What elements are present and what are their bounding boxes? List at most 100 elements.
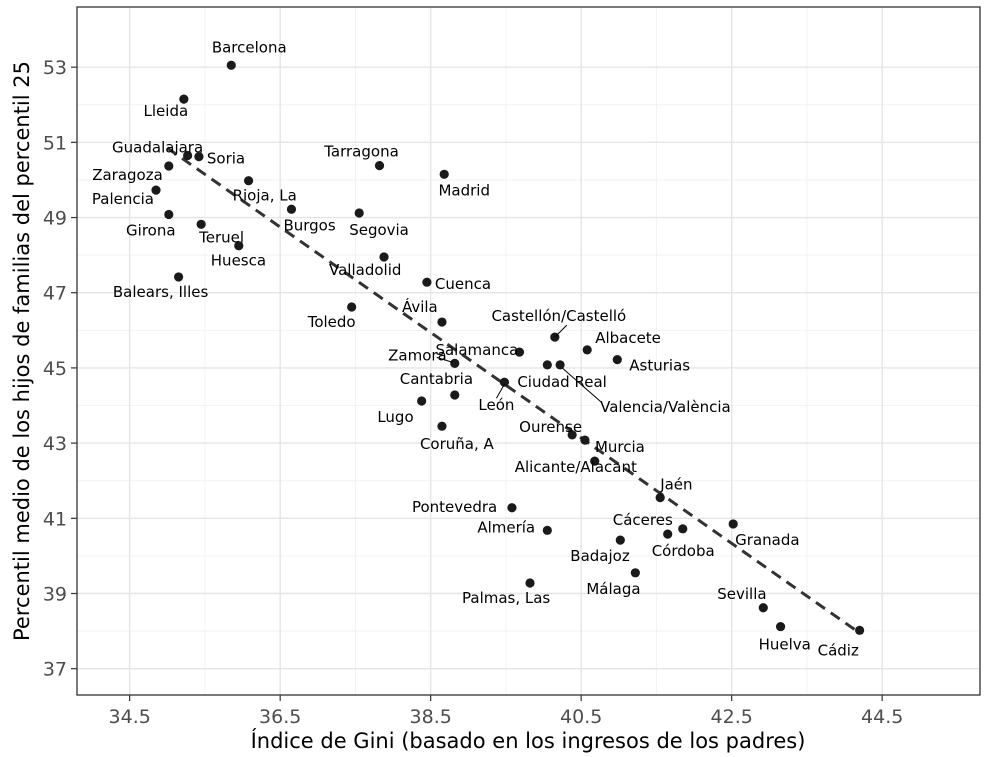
data-point	[678, 524, 688, 534]
y-tick-label: 47	[43, 283, 67, 305]
data-point	[417, 396, 427, 406]
point-label: Albacete	[595, 329, 661, 347]
x-tick-label: 42.5	[711, 706, 753, 728]
y-tick-label: 53	[43, 57, 67, 79]
data-point	[728, 519, 738, 529]
point-label: Zamora	[388, 346, 447, 364]
point-label: Barcelona	[212, 38, 287, 56]
point-label: Palmas, Las	[462, 589, 550, 607]
data-point	[514, 347, 525, 357]
label-leader-line	[436, 356, 453, 363]
point-label: Coruña, A	[420, 435, 495, 453]
point-label: Badajoz	[570, 547, 630, 565]
point-label: Córdoba	[652, 542, 715, 560]
x-axis-title: Índice de Gini (basado en los ingresos d…	[251, 728, 806, 753]
data-point	[354, 208, 364, 218]
data-point	[179, 94, 189, 104]
data-point	[164, 161, 174, 171]
data-point	[525, 578, 535, 588]
data-point	[855, 625, 865, 635]
point-label: Jaén	[659, 476, 692, 494]
point-label: Valencia/València	[600, 398, 731, 416]
point-label: Málaga	[586, 580, 640, 598]
point-label: Segovia	[349, 221, 409, 239]
point-label: Lugo	[377, 408, 413, 426]
x-tick-label: 34.5	[109, 706, 151, 728]
data-point	[612, 355, 622, 365]
point-label: Cáceres	[613, 511, 673, 529]
data-point	[567, 430, 577, 440]
data-point	[286, 204, 297, 214]
trend-line-group	[166, 146, 861, 635]
y-tick-label: 51	[43, 132, 67, 154]
point-label: Zaragoza	[92, 166, 163, 184]
point-label: León	[478, 396, 514, 414]
data-point	[499, 377, 510, 387]
data-point	[450, 390, 460, 400]
point-label: Tarragona	[323, 143, 399, 161]
x-tick-label: 44.5	[861, 706, 903, 728]
data-point	[164, 209, 174, 220]
data-point	[173, 272, 184, 282]
point-label: Huesca	[211, 252, 266, 270]
point-label: Girona	[126, 222, 176, 240]
point-label: Soria	[207, 150, 245, 168]
point-label: Cádiz	[818, 641, 859, 659]
data-point	[234, 241, 244, 251]
point-label: Castellón/Castelló	[491, 307, 626, 325]
point-label: Guadalajara	[112, 139, 203, 157]
data-point	[243, 176, 254, 186]
point-label: Asturias	[629, 357, 690, 375]
point-label: Sevilla	[717, 585, 766, 603]
data-point	[194, 152, 204, 162]
label-leader-lines	[436, 324, 603, 404]
point-label: Ávila	[402, 297, 438, 316]
data-point	[183, 150, 193, 161]
y-axis-title: Percentil medio de los hijos de familias…	[10, 61, 34, 641]
point-label: Balears, Illes	[113, 283, 209, 301]
point-label: Lleida	[144, 102, 189, 120]
y-tick-label: 39	[43, 583, 67, 605]
data-point	[374, 161, 385, 171]
data-point	[655, 493, 665, 503]
point-label: Burgos	[283, 216, 335, 234]
label-leader-line	[554, 324, 568, 338]
data-point	[437, 317, 447, 327]
point-label: Murcia	[595, 438, 645, 456]
point-label: Ourense	[519, 418, 582, 436]
y-tick-label: 49	[43, 208, 67, 230]
data-point	[758, 603, 768, 613]
data-point	[437, 421, 447, 431]
data-point	[450, 358, 460, 369]
data-point	[775, 621, 786, 632]
label-leader-line	[495, 383, 505, 399]
point-label: Cuenca	[435, 275, 491, 293]
point-label: Rioja, La	[233, 187, 297, 205]
data-point	[615, 535, 625, 545]
data-point	[630, 568, 640, 578]
data-point	[439, 169, 449, 179]
data-point	[580, 435, 590, 445]
point-label: Toledo	[307, 313, 356, 331]
point-label: Madrid	[438, 181, 490, 199]
data-point	[422, 277, 432, 287]
point-label: Granada	[735, 531, 799, 549]
data-point	[542, 360, 552, 370]
point-label: Almería	[477, 518, 535, 536]
x-tick-label: 36.5	[259, 706, 301, 728]
y-tick-label: 41	[43, 508, 67, 530]
data-point	[555, 360, 565, 370]
y-tick-label: 37	[43, 659, 67, 681]
point-label: Palencia	[92, 190, 154, 208]
data-points	[151, 60, 865, 635]
point-label: Salamanca	[435, 341, 518, 359]
data-point	[507, 503, 517, 513]
point-label: Huelva	[759, 636, 811, 654]
data-point	[226, 60, 236, 70]
x-axis-ticks: 34.5 36.5 38.5 40.5 42.5 44.5	[109, 695, 903, 728]
data-point	[151, 185, 161, 195]
trend-line	[166, 146, 861, 635]
point-label: Alicante/Alacant	[515, 458, 637, 476]
